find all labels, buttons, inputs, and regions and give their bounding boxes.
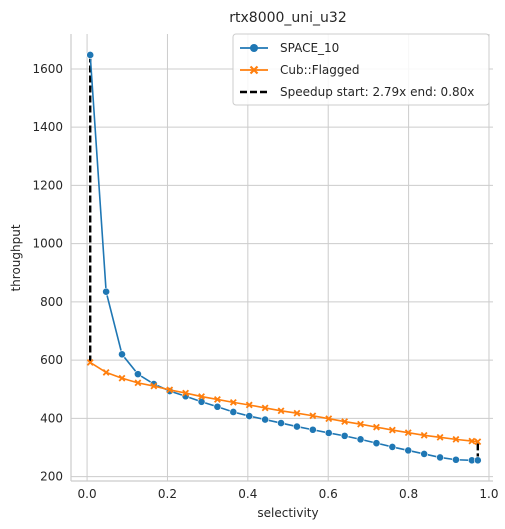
data-point <box>308 425 317 434</box>
x-tick-label: 0.8 <box>399 487 418 501</box>
data-point <box>229 398 237 406</box>
data-point <box>309 412 317 420</box>
tick-labels: 0.0 0.2 0.4 0.6 0.8 1.0 200 400 600 800 1000 1200 14… <box>32 62 498 501</box>
y-tick-label: 200 <box>40 470 63 484</box>
data-point <box>340 431 349 440</box>
data-point <box>293 409 301 417</box>
data-point <box>182 389 190 397</box>
x-axis-label: selectivity <box>257 506 318 520</box>
data-point <box>436 433 444 441</box>
x-tick-label: 0.0 <box>78 487 97 501</box>
x-tick-label: 0.6 <box>319 487 338 501</box>
data-point <box>134 370 142 379</box>
y-tick-label: 1000 <box>32 237 63 251</box>
legend: SPACE_10 Cub::Flagged Speedup start: 2.7… <box>232 33 490 106</box>
data-point <box>452 435 460 443</box>
data-point <box>277 419 285 427</box>
chart-title: rtx8000_uni_u32 <box>229 10 346 26</box>
data-point <box>134 379 142 387</box>
data-point <box>166 386 174 394</box>
axes <box>70 34 493 482</box>
y-tick-label: 800 <box>40 295 63 309</box>
y-tick-label: 1200 <box>32 178 63 192</box>
data-point <box>404 429 412 437</box>
x-tick-label: 0.2 <box>158 487 177 501</box>
data-point <box>357 420 364 428</box>
data-point <box>150 382 158 390</box>
data-point <box>473 456 482 465</box>
data-point <box>118 374 126 382</box>
data-point <box>388 426 396 434</box>
data-point <box>261 404 269 412</box>
legend-marker-space10 <box>250 44 258 52</box>
data-point <box>420 431 428 439</box>
data-point <box>341 418 349 426</box>
data-point <box>277 407 285 415</box>
data-point <box>373 423 380 431</box>
data-point <box>102 287 111 296</box>
series-line-1 <box>89 361 478 443</box>
data-point <box>372 439 381 448</box>
y-tick-label: 600 <box>40 353 63 367</box>
speedup-lines <box>89 54 480 461</box>
data-point <box>86 51 95 59</box>
data-point <box>468 437 476 445</box>
data-point <box>118 350 126 359</box>
data-point <box>293 422 301 431</box>
data-point <box>388 443 397 451</box>
series-line-0 <box>89 54 478 462</box>
data-point <box>213 402 222 411</box>
data-point <box>324 429 333 437</box>
legend-marker-cub <box>249 65 259 75</box>
legend-label-cub: Cub::Flagged <box>280 63 360 77</box>
y-tick-label: 400 <box>40 411 63 425</box>
data-point <box>436 453 444 462</box>
data-point <box>245 401 253 409</box>
data-point <box>245 412 254 420</box>
data-point <box>102 368 110 376</box>
legend-label-speedup: Speedup start: 2.79x end: 0.80x <box>280 85 474 99</box>
data-point <box>452 455 460 464</box>
y-axis-label: throughput <box>9 224 23 291</box>
data-point <box>213 396 221 403</box>
y-tick-label: 1400 <box>32 120 63 134</box>
data-point <box>261 415 270 424</box>
data-point <box>325 415 333 423</box>
data-point <box>197 397 206 406</box>
legend-label-space10: SPACE_10 <box>280 41 339 55</box>
x-tick-label: 1.0 <box>479 487 498 501</box>
data-point <box>229 408 238 416</box>
data-point <box>356 435 365 444</box>
data-point <box>420 450 429 458</box>
data-point <box>404 446 413 455</box>
data-point <box>86 359 94 366</box>
y-tick-label: 1600 <box>32 62 63 76</box>
x-tick-label: 0.4 <box>238 487 257 501</box>
data-point <box>474 438 482 446</box>
series <box>86 51 482 465</box>
legend-box <box>232 33 490 106</box>
data-point <box>198 393 205 400</box>
